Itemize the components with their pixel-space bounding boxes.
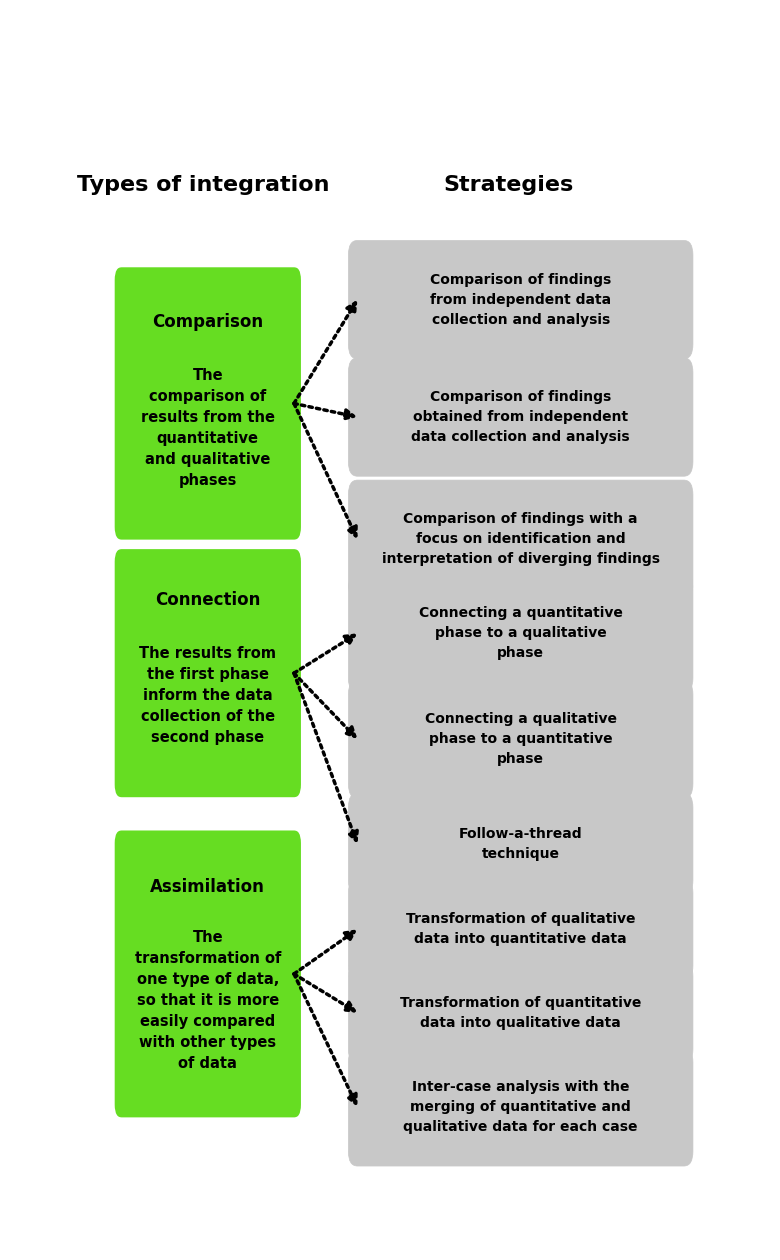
FancyBboxPatch shape — [112, 828, 303, 1119]
FancyBboxPatch shape — [112, 265, 303, 542]
Text: Comparison of findings with a
focus on identification and
interpretation of dive: Comparison of findings with a focus on i… — [381, 513, 660, 566]
Text: Connecting a qualitative
phase to a quantitative
phase: Connecting a qualitative phase to a quan… — [424, 712, 617, 766]
Text: The
comparison of
results from the
quantitative
and qualitative
phases: The comparison of results from the quant… — [141, 368, 275, 488]
FancyBboxPatch shape — [349, 961, 693, 1063]
Text: Types of integration: Types of integration — [77, 175, 329, 195]
FancyBboxPatch shape — [349, 575, 693, 693]
Text: Connection: Connection — [155, 591, 261, 609]
FancyBboxPatch shape — [349, 1047, 693, 1166]
Text: Connecting a quantitative
phase to a qualitative
phase: Connecting a quantitative phase to a qua… — [419, 606, 622, 660]
Text: Follow-a-thread
technique: Follow-a-thread technique — [459, 827, 583, 861]
Text: Transformation of quantitative
data into qualitative data: Transformation of quantitative data into… — [400, 995, 641, 1029]
Text: Comparison of findings
obtained from independent
data collection and analysis: Comparison of findings obtained from ind… — [411, 391, 630, 444]
FancyBboxPatch shape — [349, 878, 693, 980]
FancyBboxPatch shape — [349, 358, 693, 476]
FancyBboxPatch shape — [349, 680, 693, 799]
FancyBboxPatch shape — [349, 480, 693, 598]
Text: The results from
the first phase
inform the data
collection of the
second phase: The results from the first phase inform … — [140, 646, 276, 745]
Text: Inter-case analysis with the
merging of quantitative and
qualitative data for ea: Inter-case analysis with the merging of … — [403, 1080, 638, 1134]
Text: Comparison: Comparison — [152, 312, 264, 331]
FancyBboxPatch shape — [112, 547, 303, 799]
Text: Strategies: Strategies — [444, 175, 573, 195]
FancyBboxPatch shape — [349, 241, 693, 359]
Text: Assimilation: Assimilation — [151, 878, 265, 896]
Text: Comparison of findings
from independent data
collection and analysis: Comparison of findings from independent … — [430, 272, 612, 326]
FancyBboxPatch shape — [349, 793, 693, 895]
Text: The
transformation of
one type of data,
so that it is more
easily compared
with : The transformation of one type of data, … — [135, 930, 281, 1071]
Text: Transformation of qualitative
data into quantitative data: Transformation of qualitative data into … — [406, 912, 636, 946]
